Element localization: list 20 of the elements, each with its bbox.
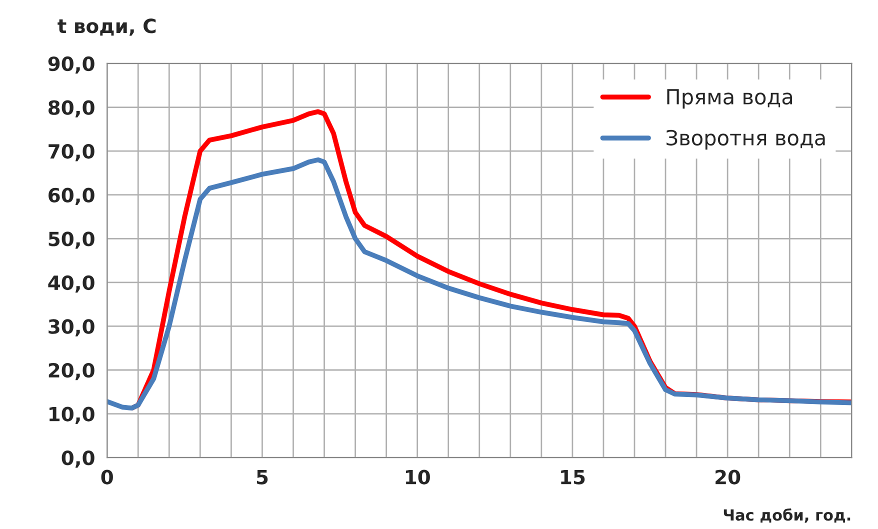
x-tick-label: 5 (256, 470, 268, 484)
y-tick-label: 70,0 (48, 144, 94, 162)
x-tick-label: 0 (101, 470, 113, 484)
y-tick-label: 90,0 (48, 56, 94, 74)
x-tick-label: 10 (406, 470, 430, 484)
line-series (107, 157, 852, 411)
y-axis-title: t води, С (58, 18, 156, 36)
x-tick-label: 20 (716, 470, 740, 484)
x-tick-label: 15 (561, 470, 585, 484)
legend-label: Пряма вода (667, 89, 792, 109)
y-tick-label: 30,0 (48, 319, 94, 336)
y-tick-label: 60,0 (48, 188, 94, 205)
y-tick-label: 80,0 (48, 100, 94, 118)
y-tick-label: 20,0 (48, 362, 94, 380)
y-tick-label: 40,0 (48, 275, 94, 293)
y-tick-label: 10,0 (50, 406, 94, 424)
y-tick-label: 50,0 (48, 232, 94, 249)
x-axis-title: Час доби, год. (724, 508, 850, 523)
y-tick-label: 0,0 (62, 450, 94, 468)
legend-label: Зворотня вода (666, 130, 825, 150)
